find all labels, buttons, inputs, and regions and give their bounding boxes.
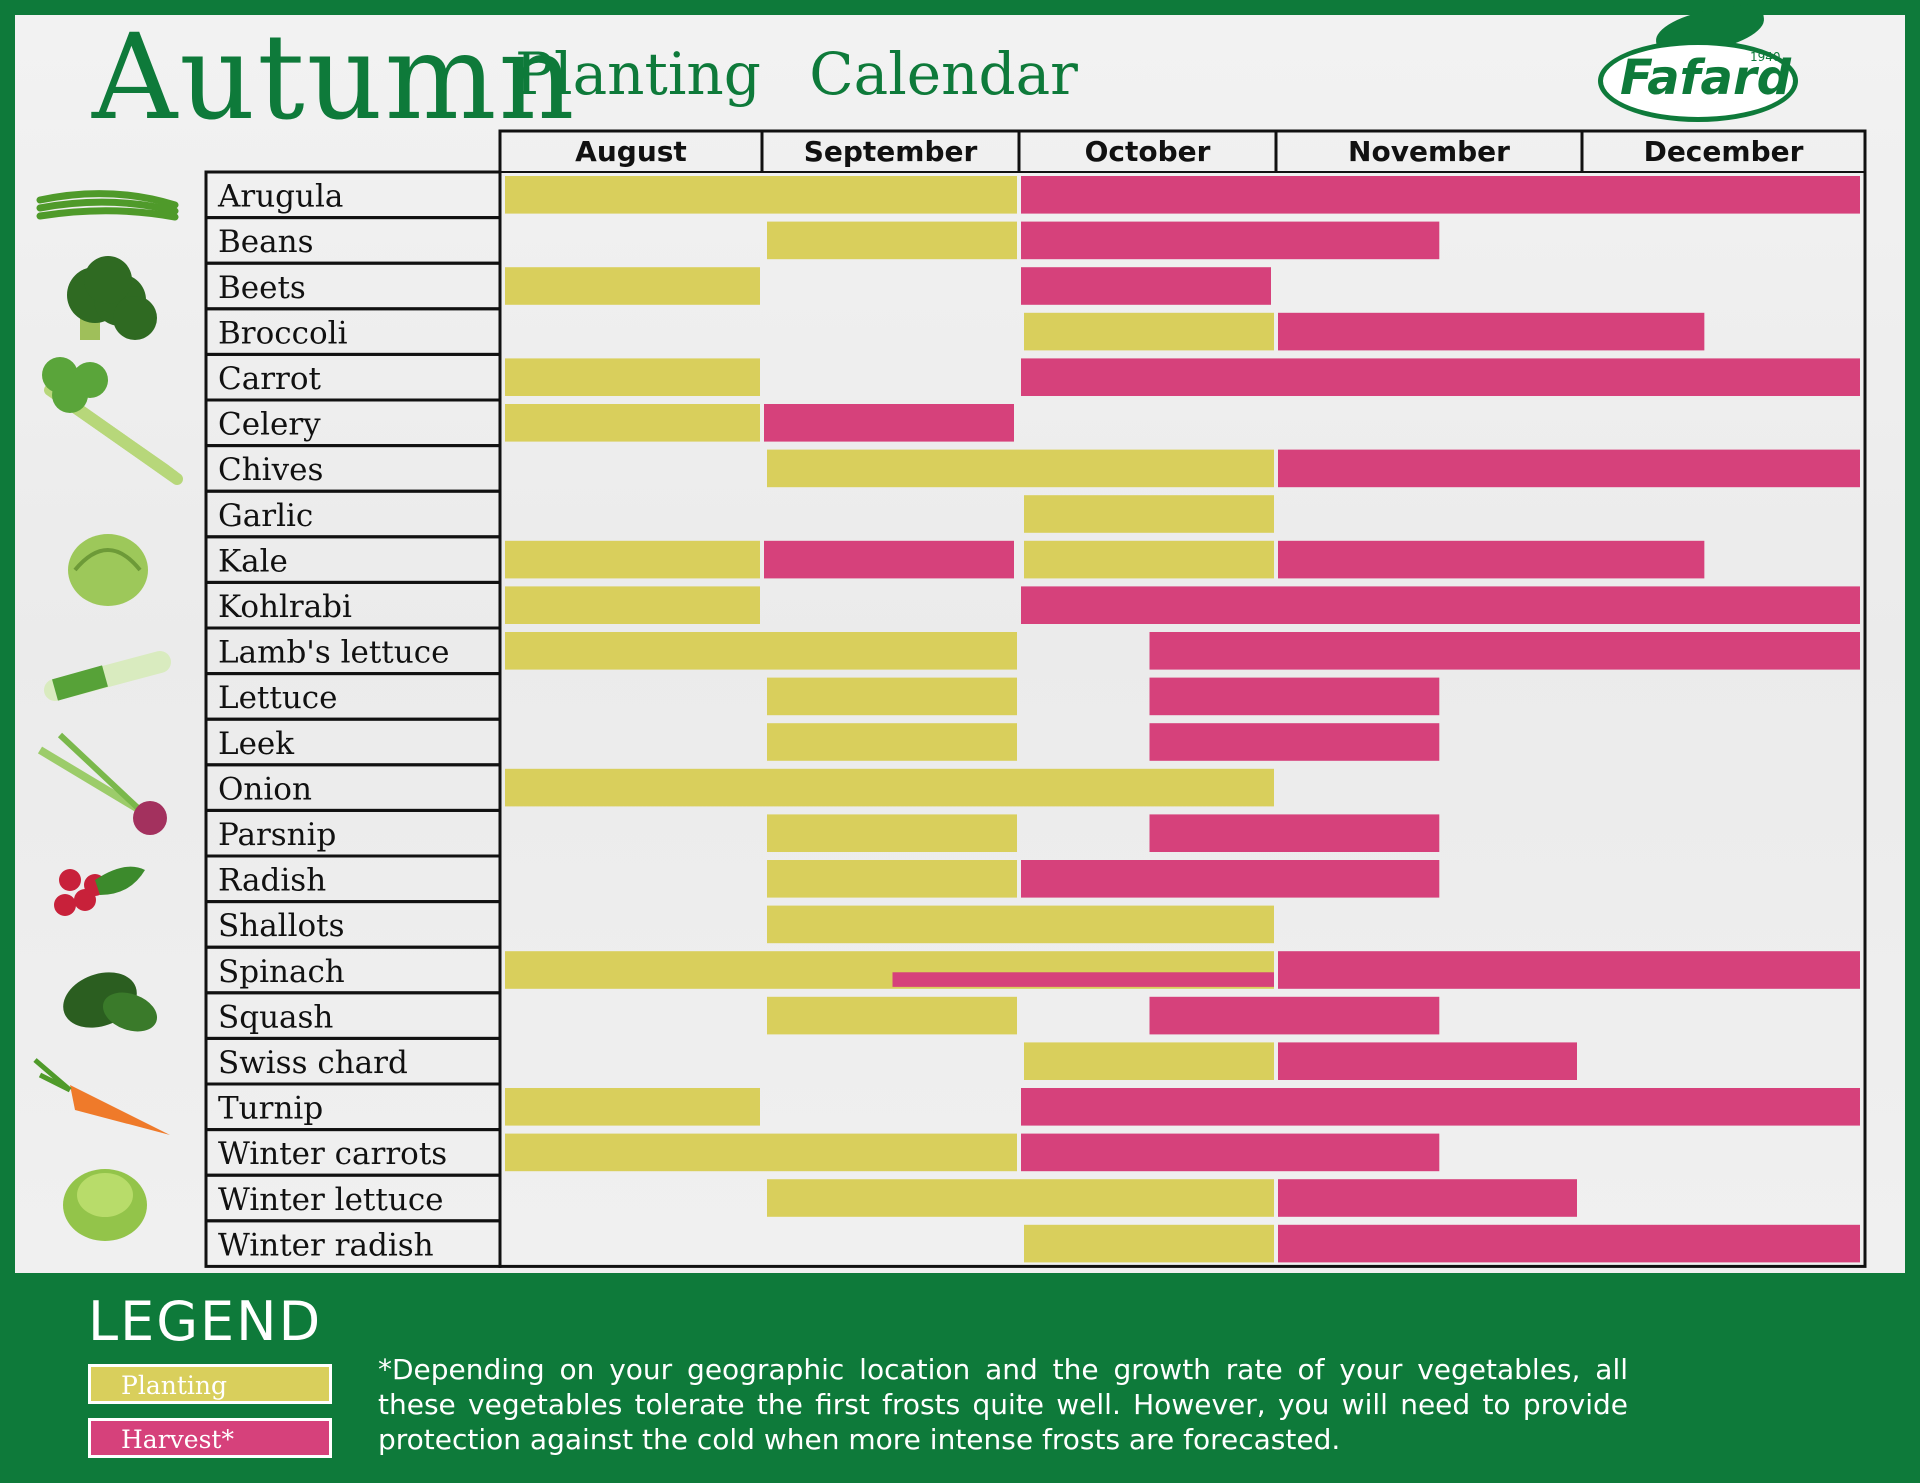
crop-label: Kohlrabi <box>218 589 352 625</box>
brand-year: 1940 <box>1750 50 1781 64</box>
legend-planting: Planting <box>88 1364 332 1404</box>
harvest-bar <box>1149 723 1440 761</box>
planting-bar <box>1024 1042 1274 1080</box>
harvest-bar <box>764 404 1014 442</box>
crop-label: Swiss chard <box>218 1045 408 1081</box>
month-label-september: September <box>804 135 978 168</box>
crop-label: Broccoli <box>218 315 348 351</box>
crop-label: Arugula <box>217 179 343 215</box>
planting-bar <box>1024 495 1274 533</box>
crop-label: Squash <box>218 999 333 1035</box>
planting-bar <box>767 677 1017 716</box>
planting-bar <box>505 176 1017 214</box>
harvest-bar <box>1278 312 1705 351</box>
legend-harvest-label: Harvest* <box>121 1425 234 1454</box>
lettuce-icon <box>63 1169 147 1241</box>
planting-bar <box>767 221 1017 260</box>
crop-label: Radish <box>218 863 326 899</box>
planting-bar <box>505 586 760 624</box>
planting-bar <box>767 905 1274 944</box>
harvest-bar <box>1149 632 1860 670</box>
crop-label: Beans <box>218 224 313 260</box>
planting-bar <box>767 996 1017 1035</box>
crop-label: Parsnip <box>218 817 336 853</box>
title-planting-calendar: Planting Calendar <box>515 40 1078 108</box>
leek-icon <box>44 651 171 701</box>
harvest-bar <box>1021 221 1440 260</box>
planting-bar <box>1024 540 1274 579</box>
brand-logo <box>1598 40 1798 122</box>
month-label-december: December <box>1644 135 1804 168</box>
onion-icon <box>37 732 167 835</box>
harvest-bar <box>1021 860 1440 898</box>
month-label-october: October <box>1085 135 1211 168</box>
legend-planting-label: Planting <box>121 1371 227 1400</box>
crop-label: Chives <box>218 452 323 488</box>
planting-bar <box>505 1088 760 1126</box>
planting-bar <box>505 358 760 396</box>
crop-label: Beets <box>218 270 306 306</box>
crop-label: Winter carrots <box>218 1136 447 1172</box>
planting-bar <box>1024 1224 1274 1263</box>
planting-bar <box>1024 312 1274 351</box>
planting-bar <box>505 404 760 442</box>
harvest-bar <box>892 972 1274 987</box>
harvest-bar <box>1149 814 1440 852</box>
harvest-bar <box>1021 1133 1440 1172</box>
harvest-bar <box>1149 677 1440 716</box>
harvest-bar <box>1278 1042 1577 1080</box>
planting-bar <box>767 860 1017 898</box>
month-label-august: August <box>575 135 687 168</box>
legend-title: LEGEND <box>88 1290 323 1353</box>
planting-bar <box>505 768 1274 807</box>
harvest-bar <box>1021 358 1860 396</box>
harvest-bar <box>1278 540 1705 579</box>
planting-bar <box>505 632 1017 670</box>
planting-bar <box>767 723 1017 761</box>
crop-label: Turnip <box>218 1091 323 1127</box>
harvest-bar <box>1278 1179 1577 1217</box>
harvest-bar <box>1278 1224 1860 1263</box>
crop-label: Onion <box>218 771 312 807</box>
brand-name: Fafard <box>1620 50 1791 106</box>
month-label-november: November <box>1348 135 1510 168</box>
crop-label: Spinach <box>218 954 345 990</box>
crop-label: Garlic <box>218 498 313 534</box>
planting-bar <box>505 267 760 305</box>
harvest-bar <box>1021 586 1860 624</box>
harvest-bar <box>1021 176 1860 214</box>
planting-bar <box>767 449 1274 488</box>
green-beans-icon <box>36 190 179 221</box>
harvest-bar <box>764 540 1014 579</box>
celery-icon <box>42 357 183 485</box>
crop-label: Leek <box>218 726 294 762</box>
crop-label: Celery <box>218 407 321 443</box>
harvest-bar <box>1021 1088 1860 1126</box>
title-autumn: Autumn <box>92 8 577 146</box>
planting-bar <box>505 1133 1017 1172</box>
carrot-icon <box>33 1058 170 1135</box>
harvest-bar <box>1278 951 1860 989</box>
harvest-bar <box>1278 449 1860 488</box>
crop-label: Kale <box>218 543 288 579</box>
crop-label: Carrot <box>218 361 322 397</box>
crop-label: Lettuce <box>218 680 338 716</box>
legend-footnote: *Depending on your geographic location a… <box>378 1353 1628 1456</box>
planting-bar <box>767 1179 1274 1217</box>
crop-label: Lamb's lettuce <box>218 635 449 671</box>
cabbage-icon <box>68 534 148 606</box>
crop-label: Shallots <box>218 908 345 944</box>
planting-bar <box>505 540 760 579</box>
broccoli-icon <box>67 256 157 340</box>
legend-harvest: Harvest* <box>88 1418 332 1458</box>
crop-label: Winter lettuce <box>218 1182 444 1218</box>
harvest-bar <box>1021 267 1271 305</box>
planting-bar <box>767 814 1017 852</box>
radish-icon <box>54 866 145 916</box>
harvest-bar <box>1149 996 1440 1035</box>
spinach-icon <box>63 972 158 1032</box>
crop-label-box <box>204 1219 502 1268</box>
crop-label: Winter radish <box>218 1227 434 1263</box>
